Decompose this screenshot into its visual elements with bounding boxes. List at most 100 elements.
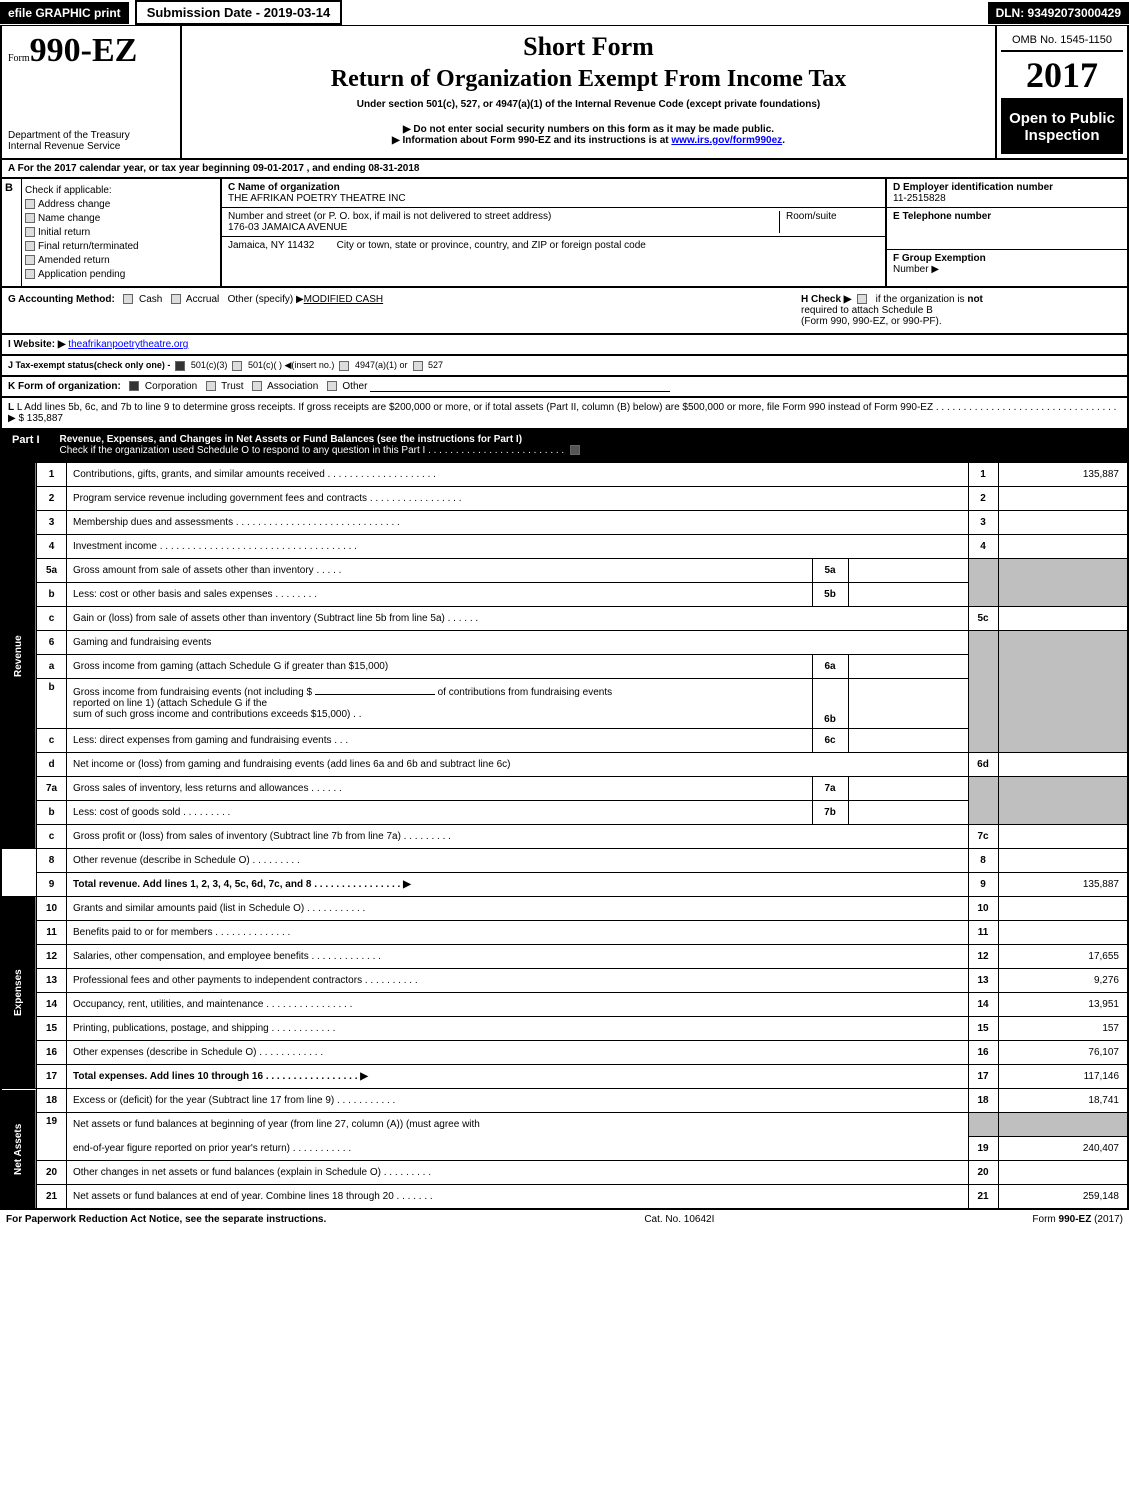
table-row: c Gross profit or (loss) from sales of i…: [1, 825, 1128, 849]
line-desc: Professional fees and other payments to …: [67, 969, 969, 993]
j-opt4: 527: [428, 360, 443, 370]
table-row: 2 Program service revenue including gove…: [1, 487, 1128, 511]
checkbox-icon[interactable]: [206, 381, 216, 391]
checkbox-icon[interactable]: [327, 381, 337, 391]
checkbox-icon[interactable]: [25, 199, 35, 209]
line-desc: Printing, publications, postage, and shi…: [67, 1017, 969, 1041]
line-rnum: 8: [968, 849, 998, 873]
checkbox-icon[interactable]: [25, 269, 35, 279]
checkbox-icon[interactable]: [232, 361, 242, 371]
e-phone-row: E Telephone number: [887, 208, 1127, 250]
part-i-label: Part I: [2, 430, 50, 460]
topbar: efile GRAPHIC print Submission Date - 20…: [0, 0, 1129, 26]
open-line2: Inspection: [1005, 127, 1119, 144]
line-desc: Other changes in net assets or fund bala…: [67, 1161, 969, 1185]
table-row: 5a Gross amount from sale of assets othe…: [1, 559, 1128, 583]
line-desc: Other expenses (describe in Schedule O) …: [67, 1041, 969, 1065]
footer-form: 990-EZ: [1059, 1214, 1092, 1225]
g-accounting: G Accounting Method: Cash Accrual Other …: [8, 294, 383, 327]
line-rnum: 9: [968, 873, 998, 897]
bullet-ssn: ▶ Do not enter social security numbers o…: [194, 124, 983, 135]
title-short-form: Short Form: [194, 32, 983, 62]
table-row: 13 Professional fees and other payments …: [1, 969, 1128, 993]
table-row: b Less: cost or other basis and sales ex…: [1, 583, 1128, 607]
checkbox-icon[interactable]: [252, 381, 262, 391]
ein-value: 11-2515828: [893, 193, 1121, 204]
irs-link[interactable]: www.irs.gov/form990ez: [671, 135, 782, 146]
website-link[interactable]: theafrikanpoetrytheatre.org: [68, 339, 188, 350]
line-rnum: 5c: [968, 607, 998, 631]
line-num: 2: [37, 487, 67, 511]
checkbox-icon[interactable]: [175, 361, 185, 371]
checkbox-icon[interactable]: [413, 361, 423, 371]
line-desc: Gain or (loss) from sale of assets other…: [67, 607, 969, 631]
line-mnum: 5b: [812, 583, 848, 607]
addr-value: 176-03 JAMAICA AVENUE: [228, 222, 551, 233]
h-check: H Check ▶ if the organization is not req…: [801, 294, 1121, 327]
shaded-cell: [968, 1113, 998, 1137]
checkbox-icon[interactable]: [25, 213, 35, 223]
header-grid: Form990-EZ Department of the Treasury In…: [0, 26, 1129, 160]
checkbox-icon[interactable]: [25, 241, 35, 251]
line-desc: Salaries, other compensation, and employ…: [67, 945, 969, 969]
line-num: b: [37, 801, 67, 825]
room-suite: Room/suite: [779, 211, 879, 233]
e-label: E Telephone number: [893, 211, 1121, 222]
checkbox-icon[interactable]: [25, 255, 35, 265]
line-num: 7a: [37, 777, 67, 801]
blank-line: [315, 694, 435, 695]
shaded-cell: [968, 559, 998, 607]
section-b-grid: B Check if applicable: Address change Na…: [0, 179, 1129, 288]
addr-row: Number and street (or P. O. box, if mail…: [222, 208, 885, 237]
line-desc: Less: cost of goods sold . . . . . . . .…: [67, 801, 813, 825]
check-label: Final return/terminated: [38, 241, 139, 252]
j-opt1: 501(c)(3): [191, 360, 228, 370]
city-row: Jamaica, NY 11432 City or town, state or…: [222, 237, 885, 254]
checkbox-icon[interactable]: [25, 227, 35, 237]
table-row: 17 Total expenses. Add lines 10 through …: [1, 1065, 1128, 1089]
line-desc: Gross income from gaming (attach Schedul…: [67, 655, 813, 679]
line-val: [998, 1161, 1128, 1185]
table-row: Revenue 1 Contributions, gifts, grants, …: [1, 463, 1128, 487]
l6b-desc3: reported on line 1) (attach Schedule G i…: [73, 698, 267, 709]
part-i-header: Part I Revenue, Expenses, and Changes in…: [0, 430, 1129, 462]
line-mval: [848, 559, 968, 583]
checkbox-icon[interactable]: [339, 361, 349, 371]
line-num: b: [37, 583, 67, 607]
line-mval: [848, 655, 968, 679]
table-row: a Gross income from gaming (attach Sched…: [1, 655, 1128, 679]
open-line1: Open to Public: [1005, 110, 1119, 127]
line-rnum: 19: [968, 1137, 998, 1161]
line-num: b: [37, 679, 67, 729]
line-rnum: 21: [968, 1185, 998, 1209]
bullet-info-post: .: [782, 135, 785, 146]
g-other-val: MODIFIED CASH: [304, 294, 383, 305]
d-label: D Employer identification number: [893, 182, 1121, 193]
form-word: Form: [8, 53, 30, 64]
checkbox-icon[interactable]: [570, 445, 580, 455]
line-desc: Gross sales of inventory, less returns a…: [67, 777, 813, 801]
line-desc: Less: cost or other basis and sales expe…: [67, 583, 813, 607]
addr-label: Number and street (or P. O. box, if mail…: [228, 211, 551, 222]
check-final-return: Final return/terminated: [25, 241, 217, 252]
line-a-pre: A For the 2017 calendar year, or tax yea…: [8, 163, 253, 174]
check-amended-return: Amended return: [25, 255, 217, 266]
line-desc: end-of-year figure reported on prior yea…: [67, 1137, 969, 1161]
efile-print-button[interactable]: efile GRAPHIC print: [0, 2, 129, 24]
line-desc: Gross amount from sale of assets other t…: [67, 559, 813, 583]
open-to-public-box: Open to Public Inspection: [1001, 100, 1123, 154]
table-row: 14 Occupancy, rent, utilities, and maint…: [1, 993, 1128, 1017]
checkbox-icon[interactable]: [129, 381, 139, 391]
line-num: c: [37, 607, 67, 631]
line-desc: Program service revenue including govern…: [67, 487, 969, 511]
table-row: 12 Salaries, other compensation, and emp…: [1, 945, 1128, 969]
line-desc: Contributions, gifts, grants, and simila…: [67, 463, 969, 487]
check-label: Amended return: [38, 255, 110, 266]
submission-date-box: Submission Date - 2019-03-14: [135, 0, 343, 25]
table-row: 21 Net assets or fund balances at end of…: [1, 1185, 1128, 1209]
line-mnum: 7a: [812, 777, 848, 801]
line-rnum: 10: [968, 897, 998, 921]
checkbox-icon[interactable]: [171, 294, 181, 304]
checkbox-icon[interactable]: [857, 294, 867, 304]
checkbox-icon[interactable]: [123, 294, 133, 304]
